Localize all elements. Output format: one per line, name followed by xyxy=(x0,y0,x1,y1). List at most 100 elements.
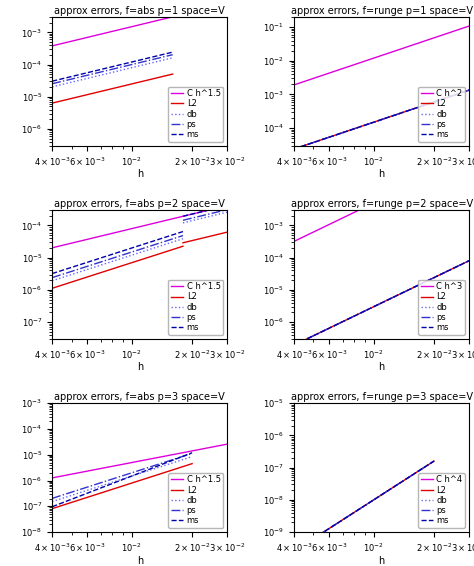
Line: L2: L2 xyxy=(52,74,173,103)
ms xyxy=(337,518,343,525)
Legend: C h^1.5, L2, db, ps, ms: C h^1.5, L2, db, ps, ms xyxy=(168,87,223,142)
db xyxy=(436,272,441,279)
Line: L2: L2 xyxy=(294,90,469,149)
L2 xyxy=(49,100,55,106)
db xyxy=(291,548,297,555)
L2 xyxy=(105,487,110,494)
L2 xyxy=(140,256,146,263)
C h^1.5 xyxy=(194,447,200,453)
L2 xyxy=(149,76,155,83)
Line: L2: L2 xyxy=(294,260,469,345)
L2 xyxy=(117,83,123,90)
C h^3 xyxy=(383,194,389,200)
ps xyxy=(466,87,472,93)
ps xyxy=(291,548,297,555)
db xyxy=(361,308,366,315)
ps xyxy=(49,275,55,281)
ps xyxy=(390,113,396,119)
ps xyxy=(49,495,55,502)
db xyxy=(412,284,418,290)
db xyxy=(140,248,146,255)
db xyxy=(346,512,352,519)
Line: ps: ps xyxy=(294,260,469,345)
ms xyxy=(92,256,98,263)
db xyxy=(390,113,396,119)
Legend: C h^1.5, L2, db, ps, ms: C h^1.5, L2, db, ps, ms xyxy=(168,473,223,528)
C h^3 xyxy=(412,179,418,186)
X-axis label: h: h xyxy=(137,362,143,372)
ps xyxy=(337,518,343,525)
db xyxy=(412,105,418,112)
L2 xyxy=(370,497,376,504)
db xyxy=(291,342,297,349)
Line: ms: ms xyxy=(52,453,192,507)
ms xyxy=(291,548,297,555)
Line: C h^2: C h^2 xyxy=(294,26,469,85)
C h^3 xyxy=(291,238,297,245)
L2 xyxy=(128,480,134,487)
X-axis label: h: h xyxy=(137,169,143,179)
db xyxy=(105,481,110,487)
X-axis label: h: h xyxy=(379,169,385,179)
db xyxy=(383,115,389,122)
Title: approx errors, f=runge p=2 space=V: approx errors, f=runge p=2 space=V xyxy=(291,199,473,209)
C h^1.5 xyxy=(171,215,176,222)
C h^2 xyxy=(466,23,472,29)
L2 xyxy=(361,308,366,315)
ms xyxy=(349,314,355,321)
Line: db: db xyxy=(52,58,173,87)
X-axis label: h: h xyxy=(137,556,143,565)
Line: C h^1.5: C h^1.5 xyxy=(52,205,228,248)
ms xyxy=(291,342,297,349)
ps xyxy=(123,471,128,478)
L2 xyxy=(383,298,389,305)
C h^3 xyxy=(349,210,355,217)
db xyxy=(149,59,155,66)
ms xyxy=(412,284,418,290)
Legend: C h^2, L2, db, ps, ms: C h^2, L2, db, ps, ms xyxy=(418,87,465,142)
Line: ps: ps xyxy=(294,461,434,551)
ms xyxy=(388,486,393,492)
ps xyxy=(383,115,389,122)
db xyxy=(89,74,95,81)
C h^3 xyxy=(436,168,441,175)
ps xyxy=(97,69,103,76)
C h^4 xyxy=(349,353,355,359)
L2 xyxy=(123,261,129,268)
ps xyxy=(412,105,418,112)
L2 xyxy=(123,482,128,488)
db xyxy=(123,254,129,260)
C h^1.5 xyxy=(141,20,147,27)
ps xyxy=(407,473,412,480)
L2 xyxy=(349,126,355,133)
db xyxy=(118,255,123,262)
ms xyxy=(361,308,366,315)
ps xyxy=(466,257,472,264)
ms xyxy=(123,475,128,482)
db xyxy=(49,498,55,505)
ms xyxy=(291,145,297,152)
db xyxy=(92,264,98,271)
C h^4 xyxy=(390,327,396,333)
Line: ms: ms xyxy=(294,461,434,551)
Line: L2: L2 xyxy=(294,461,434,551)
ps xyxy=(170,52,175,58)
C h^1.5 xyxy=(141,457,147,464)
L2 xyxy=(390,113,396,119)
ps xyxy=(101,258,107,264)
db xyxy=(365,500,370,507)
L2 xyxy=(412,105,418,112)
ms xyxy=(466,257,472,264)
ps xyxy=(349,314,355,321)
ms xyxy=(112,63,118,70)
ms xyxy=(431,458,437,465)
Line: C h^3: C h^3 xyxy=(294,157,469,242)
ps xyxy=(361,308,366,315)
X-axis label: h: h xyxy=(379,362,385,372)
C h^4 xyxy=(466,277,472,284)
C h^1.5 xyxy=(118,228,124,234)
C h^1.5 xyxy=(49,245,55,251)
L2 xyxy=(49,285,55,291)
C h^2 xyxy=(412,41,418,48)
ms xyxy=(133,58,138,65)
